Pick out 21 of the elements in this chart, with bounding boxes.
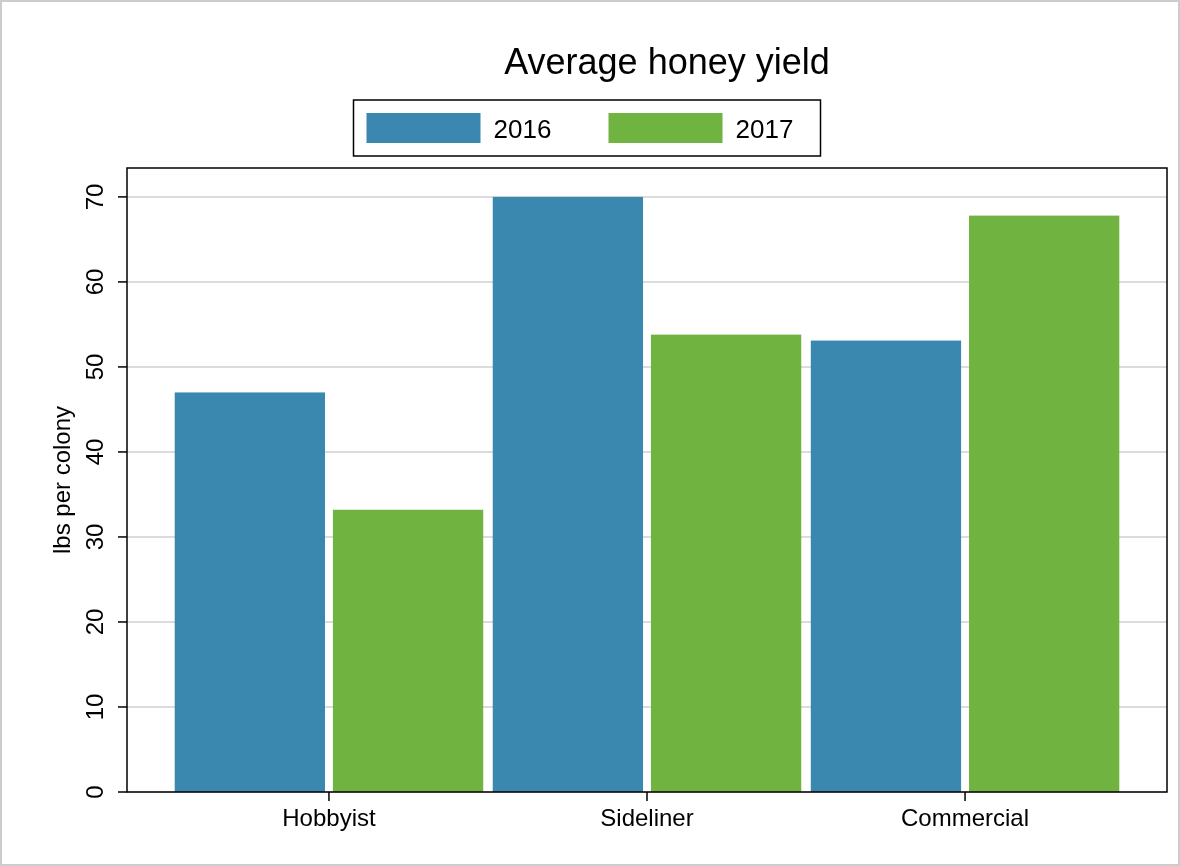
y-tick-label: 30 <box>81 523 108 551</box>
bar <box>969 215 1120 792</box>
y-tick-label: 10 <box>81 693 108 721</box>
bar <box>174 392 325 792</box>
bar <box>810 340 962 792</box>
x-tick-label: Hobbyist <box>282 804 376 831</box>
bar <box>650 334 802 792</box>
y-tick-label: 40 <box>81 438 108 466</box>
y-tick-label: 70 <box>81 183 108 211</box>
y-tick-label: 20 <box>81 608 108 636</box>
y-tick-label: 50 <box>81 353 108 381</box>
bar <box>332 509 484 792</box>
y-tick-label: 0 <box>81 785 108 799</box>
y-axis-title: lbs per colony <box>48 405 75 555</box>
chart-title: Average honey yield <box>504 41 830 82</box>
bar <box>492 196 644 792</box>
y-tick-label: 60 <box>81 268 108 296</box>
legend-label: 2016 <box>493 114 552 144</box>
x-tick-label: Commercial <box>901 804 1030 831</box>
legend-label: 2017 <box>735 114 794 144</box>
x-tick-label: Sideliner <box>600 804 694 831</box>
